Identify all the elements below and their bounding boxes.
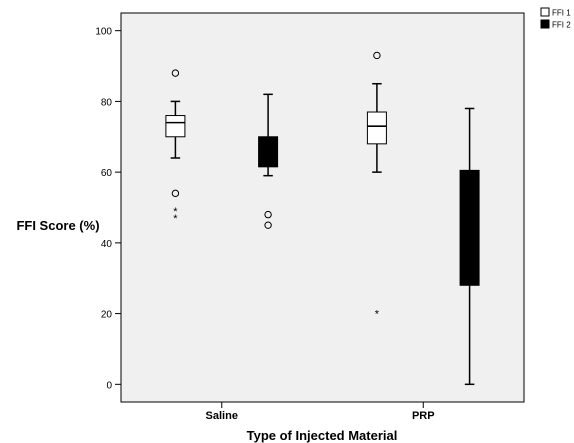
y-tick-label: 40 — [101, 239, 113, 250]
y-axis: 0 20 40 60 80 100 — [95, 27, 121, 391]
legend: FFI 1 FFI 2 — [540, 7, 571, 30]
legend-label: FFI 2 — [552, 21, 571, 30]
box — [165, 115, 186, 138]
box — [366, 111, 387, 145]
extreme-point: * — [173, 213, 178, 225]
x-tick-label: PRP — [412, 410, 435, 422]
extreme-point: * — [375, 309, 380, 321]
box-series-group: *** — [165, 51, 480, 386]
legend-label: FFI 1 — [552, 9, 571, 18]
outlier-point — [171, 189, 180, 198]
box-plot — [459, 107, 480, 386]
y-tick-label: 100 — [95, 27, 112, 38]
plot-area — [120, 12, 525, 403]
outlier-point — [373, 51, 381, 60]
box — [258, 136, 279, 168]
box-plot: ** — [165, 69, 186, 225]
extreme-point: * — [173, 206, 178, 218]
outlier-point — [171, 69, 180, 77]
x-tick-label: Saline — [206, 410, 238, 422]
box — [459, 169, 480, 286]
box-plot: * — [366, 51, 387, 321]
x-axis-label: Type of Injected Material — [247, 428, 398, 443]
y-axis-label: FFI Score (%) — [16, 218, 99, 233]
outlier-point — [264, 221, 272, 229]
y-tick-label: 20 — [101, 310, 113, 321]
y-tick-label: 80 — [101, 97, 113, 108]
y-tick-label: 0 — [106, 380, 112, 391]
box-plot — [258, 93, 279, 229]
x-axis: Saline PRP — [206, 402, 435, 422]
outlier-point — [264, 210, 272, 219]
legend-swatch — [540, 19, 550, 29]
y-tick-label: 60 — [101, 168, 113, 179]
legend-swatch — [540, 7, 550, 17]
